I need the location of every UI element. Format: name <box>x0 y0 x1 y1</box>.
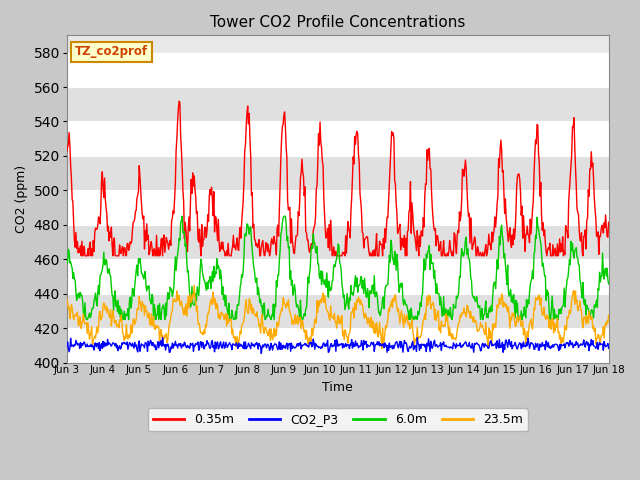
Bar <box>67 52 609 87</box>
CO2_P3 <box>421 344 429 350</box>
CO2_P3 <box>257 350 265 356</box>
23.5m <box>190 282 198 288</box>
CO2_P3 <box>184 344 192 350</box>
X-axis label: Time: Time <box>323 381 353 394</box>
23.5m <box>605 312 612 318</box>
6.0m <box>421 267 429 273</box>
23.5m <box>63 296 70 301</box>
6.0m <box>185 280 193 286</box>
6.0m <box>605 281 612 287</box>
Line: CO2_P3: CO2_P3 <box>67 337 609 353</box>
0.35m <box>605 219 612 225</box>
0.35m <box>421 193 429 199</box>
23.5m <box>73 313 81 319</box>
0.35m <box>73 246 81 252</box>
Line: 6.0m: 6.0m <box>67 216 609 320</box>
Bar <box>67 259 609 294</box>
Legend: 0.35m, CO2_P3, 6.0m, 23.5m: 0.35m, CO2_P3, 6.0m, 23.5m <box>148 408 528 431</box>
6.0m <box>129 287 137 293</box>
Bar <box>67 121 609 156</box>
0.35m <box>185 214 193 220</box>
Y-axis label: CO2 (ppm): CO2 (ppm) <box>15 165 28 233</box>
CO2_P3 <box>63 344 70 349</box>
Text: TZ_co2prof: TZ_co2prof <box>75 45 148 58</box>
CO2_P3 <box>159 335 166 340</box>
Bar <box>67 225 609 259</box>
6.0m <box>63 261 70 266</box>
6.0m <box>83 317 90 323</box>
6.0m <box>73 298 81 303</box>
Bar <box>67 191 609 225</box>
Bar <box>67 294 609 328</box>
CO2_P3 <box>605 346 612 351</box>
23.5m <box>184 304 191 310</box>
6.0m <box>405 317 413 323</box>
CO2_P3 <box>73 340 81 346</box>
Line: 23.5m: 23.5m <box>67 285 609 348</box>
CO2_P3 <box>405 345 413 351</box>
6.0m <box>179 213 186 219</box>
0.35m <box>129 219 137 225</box>
Bar <box>67 328 609 362</box>
0.35m <box>77 253 85 259</box>
Bar <box>67 87 609 121</box>
Title: Tower CO2 Profile Concentrations: Tower CO2 Profile Concentrations <box>210 15 465 30</box>
23.5m <box>378 346 386 351</box>
0.35m <box>405 209 413 215</box>
23.5m <box>129 326 136 332</box>
6.0m <box>214 265 221 271</box>
Line: 0.35m: 0.35m <box>67 101 609 256</box>
0.35m <box>214 238 221 243</box>
0.35m <box>63 148 70 154</box>
23.5m <box>405 320 413 325</box>
23.5m <box>421 311 429 317</box>
Bar <box>67 156 609 191</box>
23.5m <box>213 301 221 307</box>
0.35m <box>175 98 183 104</box>
CO2_P3 <box>129 340 136 346</box>
CO2_P3 <box>213 340 221 346</box>
